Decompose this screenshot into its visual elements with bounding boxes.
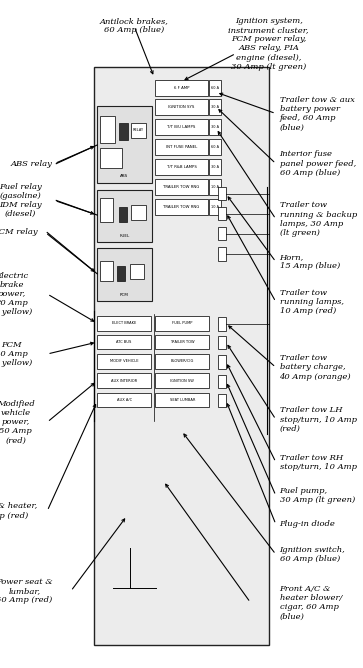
Bar (97, 316, 151, 331)
Bar (209, 99, 221, 115)
Text: IGNITION SW: IGNITION SW (170, 379, 194, 383)
Bar (117, 266, 125, 281)
Text: TRAILER TOW RNG: TRAILER TOW RNG (163, 205, 200, 209)
Bar (97, 373, 151, 388)
Text: 6 F AMP: 6 F AMP (174, 86, 189, 90)
Text: ABS: ABS (121, 174, 129, 178)
Bar (209, 80, 221, 96)
Text: PCM relay: PCM relay (0, 228, 38, 236)
Bar (155, 80, 208, 96)
Text: T/T B/U LAMPS: T/T B/U LAMPS (167, 125, 196, 129)
Text: Horn,
15 Amp (blue): Horn, 15 Amp (blue) (280, 253, 340, 271)
Text: INT FUSE PANEL: INT FUSE PANEL (166, 145, 197, 149)
Text: FUEL: FUEL (119, 234, 130, 238)
Text: ELECT BRAKE: ELECT BRAKE (112, 321, 136, 325)
Bar (97, 335, 151, 349)
Bar (119, 207, 127, 222)
Text: 10 A: 10 A (211, 205, 219, 209)
Bar (155, 99, 208, 115)
Bar (209, 119, 221, 135)
Bar (97, 354, 151, 369)
Bar (97, 190, 152, 242)
Text: Power seat &
lumbar,
50 Amp (red): Power seat & lumbar, 50 Amp (red) (0, 578, 53, 605)
Bar (209, 179, 221, 195)
Text: Front A/C &
heater blower/
cigar, 60 Amp
(blue): Front A/C & heater blower/ cigar, 60 Amp… (280, 584, 342, 621)
Text: Ignition switch,
60 Amp (blue): Ignition switch, 60 Amp (blue) (280, 546, 345, 563)
Bar (100, 116, 115, 143)
Bar (100, 198, 113, 222)
Text: TRAILER TOW: TRAILER TOW (170, 340, 195, 344)
Bar (218, 317, 226, 331)
Text: 30 A: 30 A (211, 105, 219, 109)
Bar (130, 264, 144, 279)
Text: FUEL PUMP: FUEL PUMP (172, 321, 192, 325)
Bar (155, 354, 209, 369)
Bar (97, 248, 152, 301)
Text: PCM: PCM (120, 293, 129, 297)
Text: ABS relay: ABS relay (11, 160, 53, 168)
Text: Interior fuse
panel power feed,
60 Amp (blue): Interior fuse panel power feed, 60 Amp (… (280, 150, 356, 177)
Bar (209, 159, 221, 175)
Bar (218, 247, 226, 261)
Text: BLOWER/CIG: BLOWER/CIG (171, 359, 194, 363)
Bar (131, 123, 146, 138)
Text: Ignition system,
instrument cluster,
PCM power relay,
ABS relay, PIA
engine (die: Ignition system, instrument cluster, PCM… (228, 17, 309, 71)
Text: Trailer tow
running & backup
lamps, 30 Amp
(lt green): Trailer tow running & backup lamps, 30 A… (280, 201, 357, 237)
Text: 60 A: 60 A (211, 145, 219, 149)
Bar (155, 393, 209, 407)
Text: 30 A: 30 A (211, 125, 219, 129)
Text: Trailer tow
battery charge,
40 Amp (orange): Trailer tow battery charge, 40 Amp (oran… (280, 354, 351, 381)
Bar (218, 355, 226, 369)
Text: Fuel pump,
30 Amp (lt green): Fuel pump, 30 Amp (lt green) (280, 487, 355, 504)
Text: TRAILER TOW RNG: TRAILER TOW RNG (163, 185, 200, 189)
Bar (155, 335, 209, 349)
Text: SEAT LUMBAR: SEAT LUMBAR (170, 398, 195, 402)
Bar (218, 227, 226, 240)
Text: Trailer tow & aux
battery power
feed, 60 Amp
(blue): Trailer tow & aux battery power feed, 60… (280, 96, 354, 132)
Text: Trailer tow
running lamps,
10 Amp (red): Trailer tow running lamps, 10 Amp (red) (280, 289, 343, 315)
Bar (155, 373, 209, 388)
Text: 10 A: 10 A (211, 185, 219, 189)
Text: ATC BUS: ATC BUS (117, 340, 132, 344)
Text: PCM
30 Amp
(lt yellow): PCM 30 Amp (lt yellow) (0, 341, 33, 367)
Text: Trailer tow LH
stop/turn, 10 Amp
(red): Trailer tow LH stop/turn, 10 Amp (red) (280, 406, 356, 433)
Text: AUX INTERIOR: AUX INTERIOR (111, 379, 137, 383)
Bar (119, 123, 128, 140)
Bar (218, 394, 226, 407)
Bar (209, 199, 221, 215)
Text: 60 A: 60 A (211, 86, 219, 90)
Bar (218, 187, 226, 200)
Bar (97, 106, 152, 183)
Text: AUX A/C: AUX A/C (117, 398, 132, 402)
Text: RELAY: RELAY (133, 128, 144, 132)
Bar (155, 179, 208, 195)
Bar (155, 316, 209, 331)
Bar (218, 336, 226, 349)
Bar (97, 393, 151, 407)
Bar (100, 261, 113, 281)
Text: Plug-in diode: Plug-in diode (280, 520, 335, 528)
Text: 30 A: 30 A (211, 165, 219, 169)
Bar (155, 119, 208, 135)
Text: Antilock brakes,
60 Amp (blue): Antilock brakes, 60 Amp (blue) (100, 17, 169, 34)
Bar (218, 375, 226, 388)
Text: Trailer tow RH
stop/turn, 10 Amp: Trailer tow RH stop/turn, 10 Amp (280, 454, 356, 471)
Bar (94, 67, 269, 645)
Bar (131, 205, 146, 220)
Text: Fuel relay
(gasoline)
IDM relay
(diesel): Fuel relay (gasoline) IDM relay (diesel) (0, 182, 42, 218)
Text: Electric
brake
power,
20 Amp
(lt yellow): Electric brake power, 20 Amp (lt yellow) (0, 271, 33, 317)
Bar (218, 207, 226, 220)
Bar (155, 199, 208, 215)
Text: Aux A/C & heater,
50 Amp (red): Aux A/C & heater, 50 Amp (red) (0, 502, 38, 520)
Text: T/T R&B LAMPS: T/T R&B LAMPS (167, 165, 197, 169)
Bar (155, 159, 208, 175)
Text: MODIF VEHICLE: MODIF VEHICLE (110, 359, 138, 363)
Bar (209, 139, 221, 155)
Bar (155, 139, 208, 155)
Bar (100, 148, 122, 168)
Text: IGNITION SYS: IGNITION SYS (168, 105, 195, 109)
Text: Modified
vehicle
power,
50 Amp
(red): Modified vehicle power, 50 Amp (red) (0, 399, 34, 445)
